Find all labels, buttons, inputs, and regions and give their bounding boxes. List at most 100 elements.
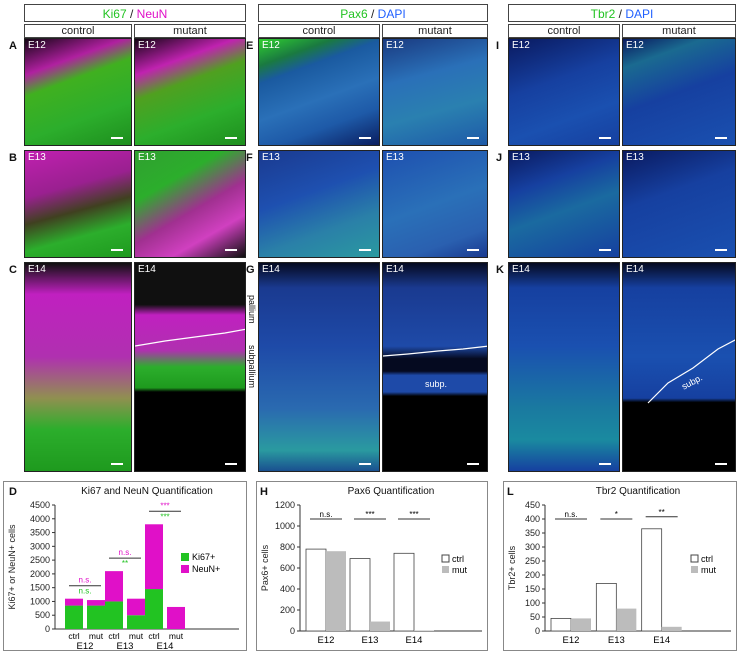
y-tick-label: 0 <box>535 626 540 636</box>
header-dapi-label: DAPI <box>377 7 406 21</box>
legend-swatch-ki67 <box>181 553 189 561</box>
legend-label-ki67: Ki67+ <box>192 552 215 562</box>
label-subpallium: subpallium <box>247 345 257 389</box>
bar-mut <box>571 618 591 631</box>
col-header-control: control <box>508 24 620 38</box>
y-tick-label: 1200 <box>275 500 295 510</box>
x-tick-label: E12 <box>77 641 94 651</box>
age-label: E12 <box>262 40 280 51</box>
significance-neun: n.s. <box>119 548 132 557</box>
y-tick-label: 250 <box>525 556 540 566</box>
age-label: E13 <box>138 152 156 163</box>
legend-label-mut: mut <box>452 565 468 575</box>
panel-letter-a: A <box>9 40 17 52</box>
bar-label: ctrl <box>148 631 159 641</box>
y-tick-label: 0 <box>45 624 50 634</box>
x-tick-label: E14 <box>653 635 670 646</box>
header-tbr2-label: Tbr2 <box>590 7 616 21</box>
y-tick-label: 350 <box>525 528 540 538</box>
scale-bar <box>359 249 371 251</box>
bar-mut <box>616 608 637 631</box>
legend-label-ctrl: ctrl <box>452 554 464 564</box>
significance-neun: n.s. <box>79 576 92 585</box>
y-tick-label: 0 <box>290 626 295 636</box>
header-neun-label: NeuN <box>136 7 168 21</box>
header-tbr2-dapi: Tbr2 / DAPI <box>508 4 736 22</box>
bar-ctrl <box>349 558 371 632</box>
micrograph-ki67-control-e14: E14 <box>24 262 132 472</box>
y-tick-label: 50 <box>530 612 540 622</box>
header-separator: / <box>126 7 137 21</box>
bar-label: ctrl <box>68 631 79 641</box>
y-tick-label: 3500 <box>30 528 50 538</box>
header-ki67-label: Ki67 <box>102 7 127 21</box>
bar-ki67 <box>87 605 105 629</box>
chart-title: Tbr2 Quantification <box>596 486 681 497</box>
boundary-line <box>647 339 735 404</box>
y-tick-label: 300 <box>525 542 540 552</box>
y-tick-label: 400 <box>525 514 540 524</box>
bar-label: mut <box>129 631 144 641</box>
panel-letter-f: F <box>246 152 253 164</box>
y-axis-label: Tbr2+ cells <box>507 545 517 590</box>
significance-label: ** <box>659 508 665 517</box>
micrograph-pax6-control-e13: E13 <box>258 150 380 258</box>
y-tick-label: 3000 <box>30 541 50 551</box>
age-label: E13 <box>386 152 404 163</box>
y-tick-label: 100 <box>525 598 540 608</box>
panel-letter-g: G <box>246 264 255 276</box>
chart-panel-h <box>256 481 488 651</box>
bar-ctrl <box>305 548 327 632</box>
y-tick-label: 200 <box>525 570 540 580</box>
age-label: E14 <box>626 264 644 275</box>
micrograph-tbr2-mutant-e14: E14 subp. <box>622 262 736 472</box>
significance-label: * <box>615 510 618 519</box>
panel-letter-c: C <box>9 264 17 276</box>
micrograph-ki67-control-e13: E13 <box>24 150 132 258</box>
chart-tbr2: 0 50 100 150 200 250 300 350 400 450 Tbr2 Quantifi… <box>507 486 731 646</box>
panel-letter-e: E <box>246 40 254 52</box>
col-header-mutant: mutant <box>134 24 246 38</box>
x-tick-label: E14 <box>406 635 423 646</box>
y-tick-label: 2000 <box>30 569 50 579</box>
micrograph-ki67-mutant-e13: E13 <box>134 150 246 258</box>
chart-pax6: 0 200 400 600 800 1000 1200 Pax6 Quantification… <box>260 486 482 646</box>
header-pax6-dapi: Pax6 / DAPI <box>258 4 488 22</box>
significance-ki67: *** <box>160 512 169 521</box>
x-tick-label: E12 <box>318 635 335 646</box>
header-separator: / <box>615 7 626 21</box>
bar-label: mut <box>169 631 184 641</box>
chart-panel-d <box>3 481 247 651</box>
panel-letter-d: D <box>9 486 17 498</box>
legend-swatch-mut <box>691 566 698 573</box>
micrograph-pax6-mutant-e13: E13 <box>382 150 488 258</box>
panel-letter-h: H <box>260 486 268 498</box>
bar-label: ctrl <box>108 631 119 641</box>
bar-ki67 <box>127 615 145 629</box>
chart-ki67-neun: 0 500 1000 1500 2000 2500 3000 3500 4000 4500 Ki67… <box>7 486 239 651</box>
scale-bar <box>715 463 727 465</box>
y-tick-label: 450 <box>525 500 540 510</box>
scale-bar <box>467 463 479 465</box>
header-ki67-neun: Ki67 / NeuN <box>24 4 246 22</box>
label-subp: subp. <box>425 379 448 389</box>
x-tick-label: E12 <box>563 635 580 646</box>
panel-letter-k: K <box>496 264 504 276</box>
scale-bar <box>111 463 123 465</box>
scale-bar <box>111 249 123 251</box>
scale-bar <box>715 137 727 139</box>
y-tick-label: 4000 <box>30 514 50 524</box>
micrograph-ki67-mutant-e14: E14 <box>134 262 246 472</box>
age-label: E14 <box>138 264 156 275</box>
bar-ctrl <box>550 617 572 632</box>
scale-bar <box>359 463 371 465</box>
legend-swatch-mut <box>442 566 449 573</box>
header-separator: / <box>367 7 378 21</box>
panel-letter-j: J <box>496 152 503 164</box>
bar-neun <box>65 598 83 606</box>
y-axis-label: Pax6+ cells <box>260 544 270 591</box>
bar-neun <box>145 524 163 590</box>
scale-bar <box>111 137 123 139</box>
legend-swatch-ctrl <box>690 554 699 563</box>
col-header-control: control <box>24 24 132 38</box>
